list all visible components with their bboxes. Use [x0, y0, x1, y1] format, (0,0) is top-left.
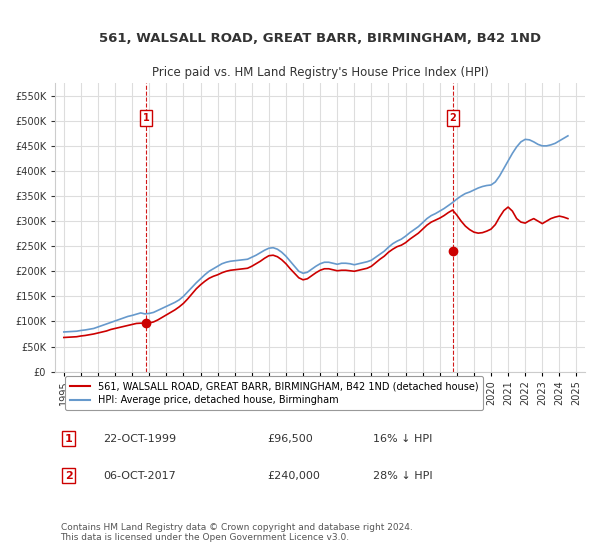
Text: 28% ↓ HPI: 28% ↓ HPI: [373, 470, 433, 480]
Text: 2: 2: [449, 113, 456, 123]
Text: 561, WALSALL ROAD, GREAT BARR, BIRMINGHAM, B42 1ND: 561, WALSALL ROAD, GREAT BARR, BIRMINGHA…: [99, 32, 541, 45]
Text: 22-OCT-1999: 22-OCT-1999: [103, 433, 176, 444]
Text: 06-OCT-2017: 06-OCT-2017: [103, 470, 176, 480]
Text: Contains HM Land Registry data © Crown copyright and database right 2024.
This d: Contains HM Land Registry data © Crown c…: [61, 522, 412, 542]
Text: £96,500: £96,500: [267, 433, 313, 444]
Text: Price paid vs. HM Land Registry's House Price Index (HPI): Price paid vs. HM Land Registry's House …: [152, 66, 488, 79]
Text: £240,000: £240,000: [267, 470, 320, 480]
Legend: 561, WALSALL ROAD, GREAT BARR, BIRMINGHAM, B42 1ND (detached house), HPI: Averag: 561, WALSALL ROAD, GREAT BARR, BIRMINGHA…: [65, 376, 483, 410]
Text: 1: 1: [65, 433, 73, 444]
Text: 2: 2: [65, 470, 73, 480]
Text: 16% ↓ HPI: 16% ↓ HPI: [373, 433, 433, 444]
Text: 1: 1: [143, 113, 149, 123]
